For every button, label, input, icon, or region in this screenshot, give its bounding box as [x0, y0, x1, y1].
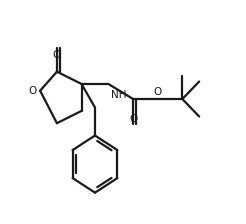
Text: O: O [154, 87, 162, 97]
Text: O: O [28, 86, 36, 96]
Text: NH: NH [111, 90, 126, 100]
Text: O: O [129, 114, 137, 124]
Text: O: O [53, 50, 61, 60]
